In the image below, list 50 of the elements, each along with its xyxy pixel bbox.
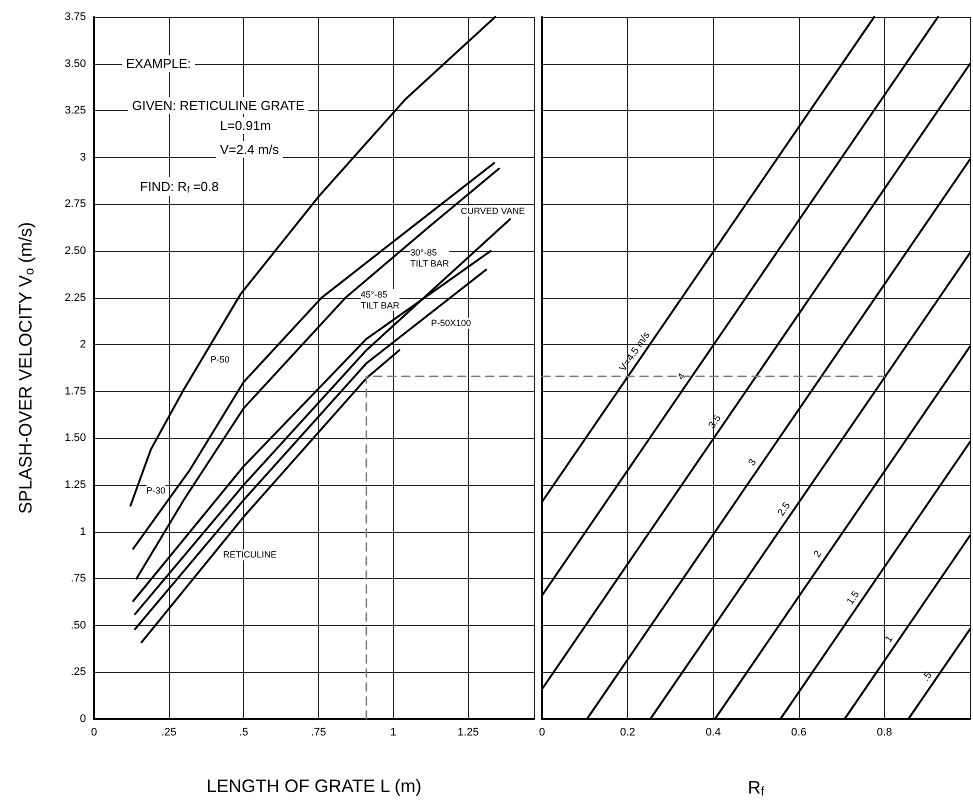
y-axis-title: SPLASH-OVER VELOCITY Vo (m/s) — [15, 222, 36, 514]
annotation: L=0.91m — [220, 118, 271, 133]
x-tick-label: 0.2 — [620, 726, 636, 738]
x-tick-label: .25 — [161, 726, 176, 738]
y-tick-label: 3.50 — [64, 58, 86, 70]
y-tick-label: 1.50 — [64, 432, 86, 444]
annotation: FIND: Rf =0.8 — [140, 178, 219, 194]
x-axis-title: LENGTH OF GRATE L (m) — [206, 776, 422, 796]
annotation: V=2.4 m/s — [220, 142, 280, 157]
y-tick-label: 1.25 — [64, 479, 86, 491]
y-tick-label: 2 — [80, 338, 86, 351]
line-series — [134, 218, 512, 616]
text: 2.5 — [776, 500, 794, 518]
y-tick-label: .75 — [70, 572, 86, 585]
text: 3.5 — [706, 412, 724, 431]
y-tick-label: .25 — [70, 666, 86, 678]
y-tick-label: 1.75 — [64, 385, 86, 398]
y-tick-label: 0 — [80, 713, 86, 725]
y-tick-label: 2.50 — [64, 245, 86, 257]
line-series — [140, 349, 400, 644]
y-tick-label: 3 — [80, 151, 86, 164]
text: 2 — [812, 548, 824, 560]
y-tick-label: 1 — [80, 526, 86, 538]
annotation: GIVEN: RETICULINE GRATE — [132, 98, 305, 113]
x-tick-label: 0.6 — [791, 726, 806, 738]
series-label: RETICULINE — [223, 550, 277, 560]
x-tick-label: .5 — [239, 726, 248, 738]
series-label: 45°-85 TILT BAR — [360, 290, 400, 310]
series-label: P-50 — [210, 354, 230, 364]
x-tick-label: 1.25 — [457, 726, 479, 738]
x-tick-label: 0.4 — [706, 726, 721, 738]
text: .5 — [920, 670, 935, 684]
text: 1.5 — [844, 588, 862, 607]
series-label: CURVED VANE — [460, 206, 525, 216]
text: 1 — [883, 634, 896, 645]
series-label: P-50X100 — [430, 318, 472, 328]
text: 3 — [746, 456, 760, 468]
y-tick-label: .50 — [70, 619, 86, 632]
y-tick-label: 2.25 — [64, 292, 86, 304]
x-tick-label: 0 — [538, 726, 546, 738]
y-tick-label: 3.75 — [64, 11, 86, 23]
series-label: 30°-85 TILT BAR — [410, 248, 450, 269]
x-tick-label: .75 — [310, 726, 326, 738]
annotation: EXAMPLE: — [126, 56, 192, 71]
x-tick-label: 1 — [390, 726, 396, 738]
y-tick-label: 3.25 — [64, 104, 86, 117]
x-tick-label: 0 — [90, 726, 98, 738]
y-tick-label: 2.75 — [64, 198, 86, 210]
series-label: P-30 — [146, 486, 166, 496]
x-tick-label: 0.8 — [876, 726, 892, 738]
